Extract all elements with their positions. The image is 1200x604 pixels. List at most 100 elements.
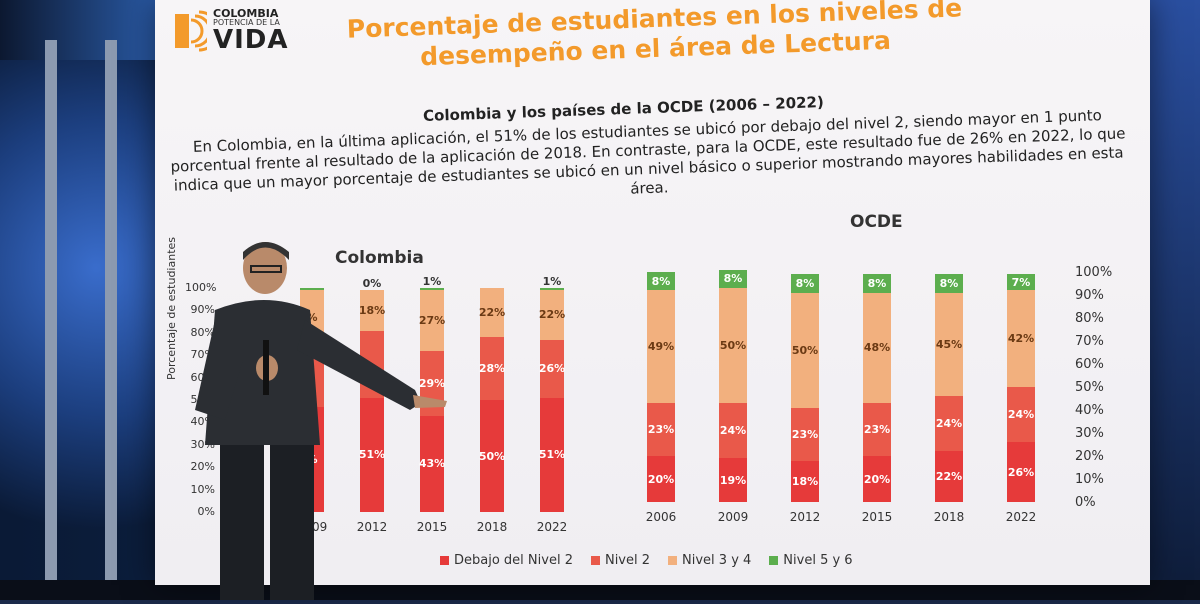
bar-segment: 22% [539,290,565,340]
bar-segment: 48% [863,292,891,404]
bar-segment: 23% [791,407,819,461]
legend-item: Nivel 3 y 4 [668,553,751,568]
y-tick-label: 100% [185,281,217,294]
stacked-bar: 22% 24% 45% 8% [935,272,963,502]
bar-segment: 8% [647,272,675,291]
data-label: 26% [1007,465,1035,479]
data-label: 28% [478,362,506,376]
y-tick-label: 30% [1075,426,1104,441]
x-tick-label: 2015 [861,510,893,524]
bar-segment: 8% [863,274,891,293]
stacked-bar: 26% 24% 42% 7% [1007,272,1035,502]
x-tick-label: 2006 [645,510,677,524]
x-tick-label: 2012 [356,520,388,534]
data-label: 20% [863,472,891,486]
ocde-chart-title: OCDE [850,212,903,232]
x-tick-label: 2009 [717,510,749,524]
x-tick-label: 2018 [933,510,965,524]
data-label: 50% [478,449,506,463]
right-wall [1140,0,1200,600]
y-tick-label: 20% [190,460,215,474]
bar-segment: 42% [1007,290,1035,387]
bar-segment: 28% [478,337,506,400]
stage-pillar [45,40,57,600]
presentation-screen: COLOMBIA POTENCIA DE LA VIDA Porcentaje … [155,0,1150,585]
data-label: 29% [418,376,446,390]
data-label: 24% [935,417,963,431]
data-label: 51% [538,448,566,462]
y-tick-label: 20% [1075,449,1104,464]
data-label: 18% [791,474,819,488]
logo-icon [175,10,220,52]
data-label: 19% [719,473,747,487]
bar-segment: 50% [719,288,747,404]
legend-item: Nivel 2 [590,553,651,568]
logo-line2: POTENCIA DE LA [213,18,280,27]
stacked-bar: 20% 23% 48% 8% [863,272,891,502]
legend-swatch [668,556,678,565]
legend-label: Nivel 5 y 6 [783,553,853,568]
globe-wall [0,60,160,580]
bar-segment: 1% [420,275,444,291]
colombia-chart-title: Colombia [335,248,424,268]
slide-title: Porcentaje de estudiantes en los niveles… [314,0,996,76]
legend-label: Nivel 2 [604,553,651,568]
data-label: 8% [939,277,959,290]
x-tick-label: 2012 [789,510,821,524]
bar-segment: 45% [935,292,963,397]
data-label: 8% [723,272,743,286]
data-label: 50% [719,339,747,353]
bar-segment: 22% [479,288,505,338]
bar-segment: 50% [478,400,506,512]
bar-segment: 50% [791,292,819,408]
legend-swatch [769,556,779,565]
y-tick-label: 80% [190,325,215,339]
legend-swatch [440,556,449,565]
bar-segment: 24% [1007,387,1035,443]
y-tick-label: 10% [190,482,215,496]
legend-swatch [590,556,600,565]
stacked-bar: 50% 28% 22% [478,288,506,512]
bar-segment: 19% [719,458,747,502]
logo-line3: VIDA [213,25,289,55]
stage-pillar [105,40,117,600]
bar-segment [300,288,324,291]
x-tick-label: 2022 [1005,510,1037,524]
data-label: 0% [362,277,382,291]
bar-segment: 43% [419,415,445,512]
bar-segment: 51% [538,397,566,512]
bar-segment: 18% [359,290,385,331]
x-tick-label: 2018 [476,520,508,534]
legend-item: Nivel 5 y 6 [769,553,853,568]
y-tick-label: 90% [190,303,215,317]
speaker-figure [185,240,455,600]
bar-segment: 7% [1007,274,1035,291]
bar-segment: 26% [1007,442,1035,502]
data-label: 23% [791,427,819,441]
bar-segment: 23% [647,403,675,456]
data-label: % [306,310,318,324]
x-tick-label: 2022 [536,520,568,534]
y-tick-label: 60% [1075,357,1104,372]
bar-segment: 26% [539,339,565,398]
legend-item: Debajo del Nivel 2 [440,553,573,568]
x-tick-label: 2015 [416,520,448,534]
y-tick-label: 50% [1075,380,1104,395]
bar-segment: 51% [359,397,385,512]
bar-segment: 24% [935,396,963,452]
bar-segment: 8% [791,274,819,293]
bar-segment: 23% [863,403,891,456]
data-label: 1% [542,275,562,289]
logo: COLOMBIA POTENCIA DE LA VIDA [175,8,289,53]
data-label: 7% [1011,275,1031,289]
stacked-bar: 18% 23% 50% 8% [791,272,819,502]
bar-segment: 20% [863,456,891,502]
data-label: 24% [1007,408,1035,422]
data-label: 20% [647,472,675,486]
y-tick-label: 70% [1075,334,1104,349]
data-label: 45% [935,337,963,351]
stacked-bar: 51% 26% 22% 1% [538,275,566,512]
stacked-bar: 20% 23% 49% 8% [647,272,675,502]
bar-segment: 1% [540,275,564,291]
logo-line1: COLOMBIA [213,7,279,20]
